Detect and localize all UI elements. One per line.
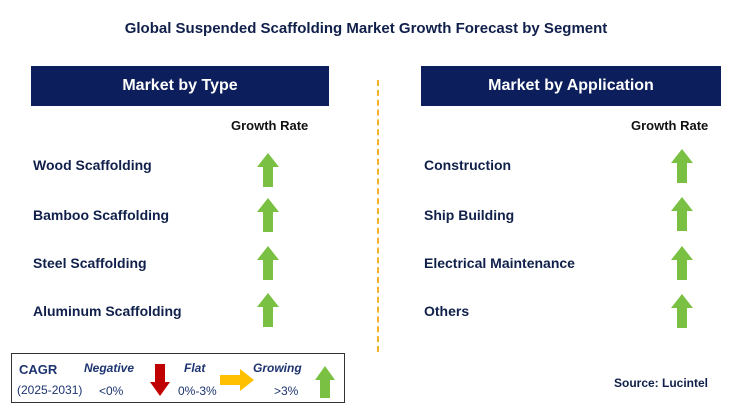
application-item-label: Construction	[424, 157, 512, 173]
page-title: Global Suspended Scaffolding Market Grow…	[124, 20, 608, 37]
up-arrow-icon	[257, 293, 279, 327]
up-arrow-icon	[671, 149, 693, 183]
down-arrow-icon	[150, 364, 170, 396]
flat-label: Flat	[184, 361, 206, 375]
up-arrow-icon	[257, 153, 279, 187]
application-item-label: Ship Building	[424, 207, 515, 223]
panel-divider	[377, 80, 379, 352]
up-arrow-icon	[257, 198, 279, 232]
right-arrow-icon	[220, 369, 254, 391]
up-arrow-icon	[671, 294, 693, 328]
negative-label: Negative	[84, 361, 135, 375]
cagr-period: (2025-2031)	[17, 383, 83, 397]
market-by-application-header: Market by Application	[421, 66, 721, 106]
type-item-label: Steel Scaffolding	[33, 255, 147, 271]
up-arrow-icon	[315, 366, 335, 398]
application-growth-rate-label: Growth Rate	[631, 118, 709, 133]
up-arrow-icon	[671, 197, 693, 231]
growing-range: >3%	[274, 384, 299, 398]
market-by-type-header: Market by Type	[31, 66, 329, 106]
type-item-label: Wood Scaffolding	[33, 157, 152, 173]
cagr-label: CAGR	[19, 362, 58, 377]
growing-label: Growing	[253, 361, 302, 375]
negative-range: <0%	[99, 384, 124, 398]
up-arrow-icon	[257, 246, 279, 280]
application-item-label: Others	[424, 303, 470, 319]
cagr-legend: CAGR (2025-2031) Negative <0% Flat 0%-3%…	[11, 353, 345, 403]
type-item-label: Bamboo Scaffolding	[33, 207, 170, 223]
application-item-label: Electrical Maintenance	[424, 255, 575, 271]
up-arrow-icon	[671, 246, 693, 280]
type-item-label: Aluminum Scaffolding	[33, 303, 182, 319]
source-label: Source: Lucintel	[613, 376, 708, 390]
type-growth-rate-label: Growth Rate	[231, 118, 309, 133]
flat-range: 0%-3%	[178, 384, 217, 398]
